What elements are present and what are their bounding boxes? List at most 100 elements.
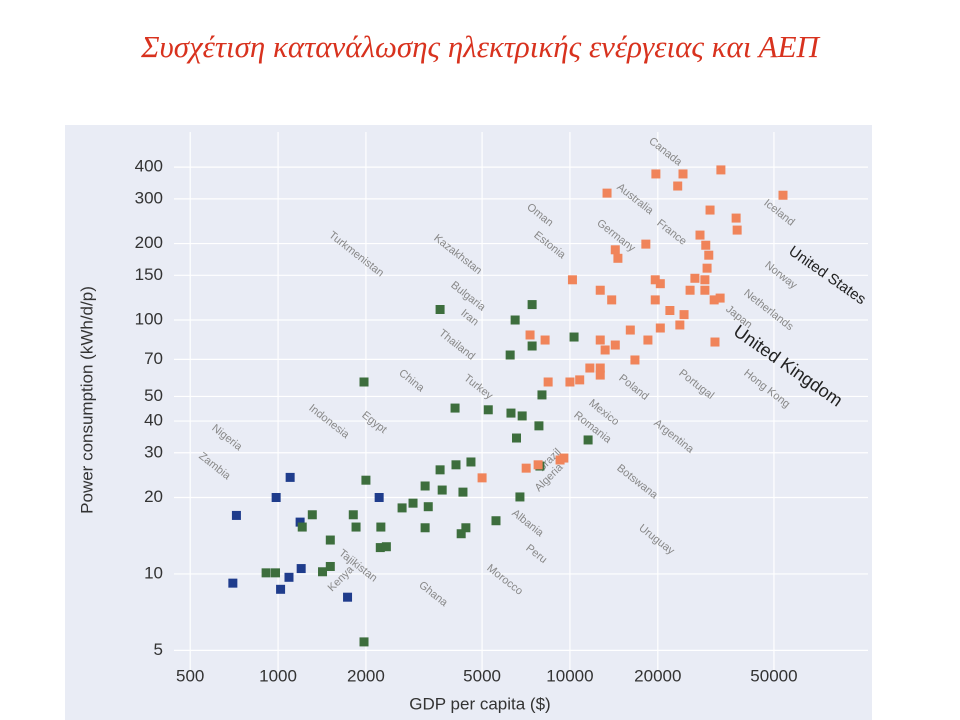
point: [534, 421, 544, 431]
point: [702, 263, 712, 273]
point: [678, 169, 688, 179]
point: [483, 405, 493, 415]
point: [583, 435, 593, 445]
point: [705, 205, 715, 215]
point: [701, 240, 711, 250]
point: [295, 517, 305, 527]
point: [537, 390, 547, 400]
point: [704, 250, 714, 260]
point: [685, 285, 695, 295]
point: [521, 463, 531, 473]
point: [408, 498, 418, 508]
point: [607, 295, 617, 305]
chart-background: [65, 125, 872, 720]
point: [575, 375, 585, 385]
point: [435, 465, 445, 475]
y-tick-label: 200: [135, 233, 163, 252]
point: [525, 330, 535, 340]
point: [613, 253, 623, 263]
point: [284, 572, 294, 582]
point: [655, 279, 665, 289]
point: [343, 592, 353, 602]
point: [461, 523, 471, 533]
point: [651, 169, 661, 179]
point: [506, 408, 516, 418]
point: [715, 293, 725, 303]
y-tick-label: 300: [135, 188, 163, 207]
point: [437, 485, 447, 495]
point: [731, 213, 741, 223]
point: [732, 225, 742, 235]
point: [565, 377, 575, 387]
point: [710, 337, 720, 347]
point: [700, 275, 710, 285]
point: [716, 165, 726, 175]
x-tick-label: 1000: [259, 666, 297, 685]
point: [625, 325, 635, 335]
point: [595, 335, 605, 345]
point: [491, 516, 501, 526]
point: [650, 275, 660, 285]
point: [527, 300, 537, 310]
point: [271, 568, 281, 578]
point: [374, 493, 384, 503]
point: [700, 285, 710, 295]
point: [569, 332, 579, 342]
point: [348, 510, 358, 520]
y-tick-label: 70: [144, 349, 163, 368]
point: [228, 578, 238, 588]
point: [778, 190, 788, 200]
point: [610, 340, 620, 350]
point: [297, 522, 307, 532]
slide-title: Συσχέτιση κατανάλωσης ηλεκτρικής ενέργει…: [140, 29, 820, 64]
point: [559, 453, 569, 463]
point: [477, 473, 487, 483]
point: [296, 564, 306, 574]
point: [375, 543, 385, 553]
point: [325, 561, 335, 571]
point: [450, 403, 460, 413]
point: [359, 377, 369, 387]
point: [641, 239, 651, 249]
point: [376, 522, 386, 532]
point: [435, 304, 445, 314]
x-tick-label: 500: [176, 666, 204, 685]
point: [325, 535, 335, 545]
point: [271, 493, 281, 503]
point: [690, 273, 700, 283]
point: [695, 230, 705, 240]
point: [595, 370, 605, 380]
point: [231, 510, 241, 520]
y-tick-label: 50: [144, 386, 163, 405]
point: [359, 637, 369, 647]
point: [630, 355, 640, 365]
point: [543, 377, 553, 387]
point: [420, 481, 430, 491]
x-tick-label: 20000: [634, 666, 681, 685]
point: [451, 460, 461, 470]
point: [595, 363, 605, 373]
point: [351, 522, 361, 532]
y-tick-label: 100: [135, 309, 163, 328]
x-axis-label: GDP per capita ($): [409, 694, 550, 713]
point: [456, 529, 466, 539]
point: [423, 502, 433, 512]
x-tick-label: 50000: [750, 666, 797, 685]
point: [307, 510, 317, 520]
point: [650, 295, 660, 305]
point: [602, 188, 612, 198]
point: [276, 584, 286, 594]
point: [510, 315, 520, 325]
point: [585, 363, 595, 373]
point: [567, 275, 577, 285]
point: [261, 568, 271, 578]
point: [517, 411, 527, 421]
point: [515, 492, 525, 502]
point: [675, 320, 685, 330]
point: [420, 523, 430, 533]
point: [533, 460, 543, 470]
x-tick-label: 5000: [463, 666, 501, 685]
point: [600, 345, 610, 355]
point: [665, 306, 675, 316]
